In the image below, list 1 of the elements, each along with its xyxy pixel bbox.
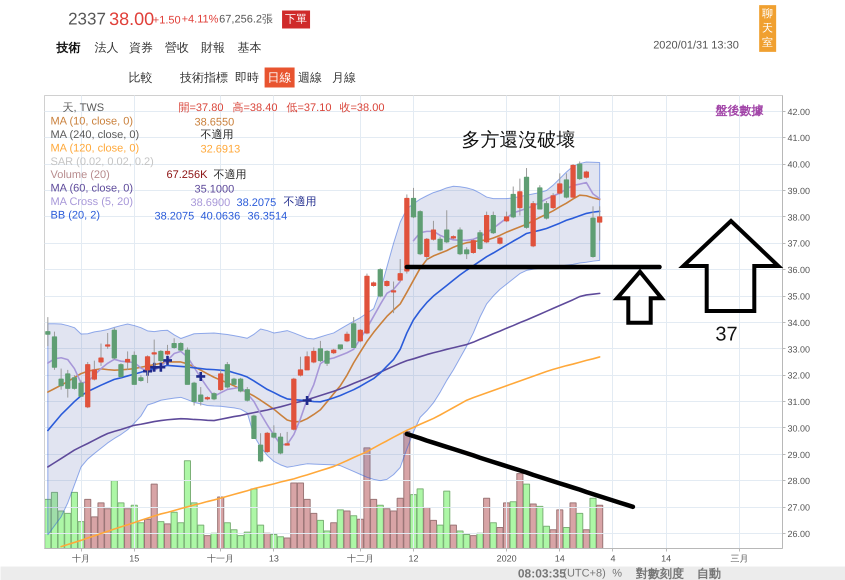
- candlestick: [45, 316, 50, 347]
